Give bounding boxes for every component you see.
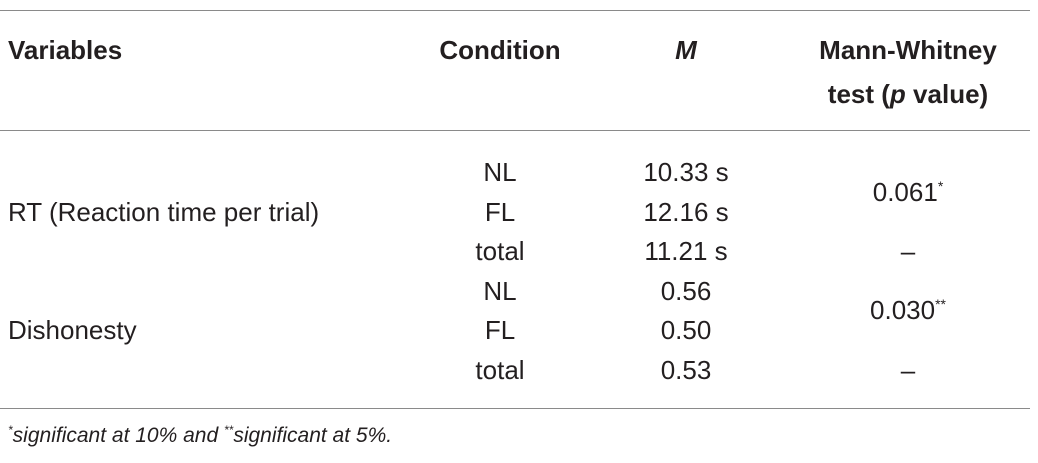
footnote-text: significant at 5%.	[233, 424, 393, 447]
header-text: test (	[827, 79, 890, 109]
condition-cell: NL	[483, 275, 517, 306]
test-cell: –	[900, 236, 916, 266]
header-cell: Variables	[8, 35, 123, 65]
footnote-mark: **	[223, 423, 234, 437]
test-cell: 0.030**	[870, 295, 946, 325]
mean-cell: 0.50	[660, 315, 712, 345]
header-cell: Mann-Whitney	[819, 35, 997, 65]
header-text: p	[889, 79, 906, 109]
significance-mark: *	[937, 177, 944, 194]
footnote-mark: *	[8, 423, 13, 437]
header-cell: test (p value)	[828, 79, 988, 109]
header-text: value)	[905, 79, 989, 109]
condition-cell: total	[475, 354, 525, 385]
mean-cell: 0.53	[660, 354, 712, 385]
test-value: 0.030	[870, 295, 936, 326]
variable-cell: RT (Reaction time per trial)	[8, 196, 320, 227]
condition-cell: NL	[483, 157, 517, 187]
mean-cell: 0.56	[660, 275, 712, 306]
mean-cell: 10.33 s	[643, 157, 729, 187]
mean-cell: 11.21 s	[644, 236, 728, 266]
footnote: *significant at 10% and **significant at…	[8, 424, 392, 448]
test-value: 0.061	[872, 176, 938, 207]
header-rule	[0, 130, 1030, 131]
mean-cell: 12.16 s	[643, 196, 729, 227]
variable-cell: Dishonesty	[8, 315, 137, 345]
footnote-text: significant at 10% and	[12, 424, 224, 447]
condition-cell: FL	[484, 196, 516, 227]
condition-cell: FL	[484, 315, 516, 345]
bottom-rule	[0, 408, 1030, 409]
header-cell: Condition	[439, 35, 561, 65]
header-cell: M	[675, 35, 697, 65]
condition-cell: total	[475, 236, 525, 266]
top-rule	[0, 10, 1030, 11]
significance-mark: **	[935, 296, 946, 313]
test-cell: 0.061*	[873, 177, 944, 207]
test-cell: –	[900, 354, 916, 385]
